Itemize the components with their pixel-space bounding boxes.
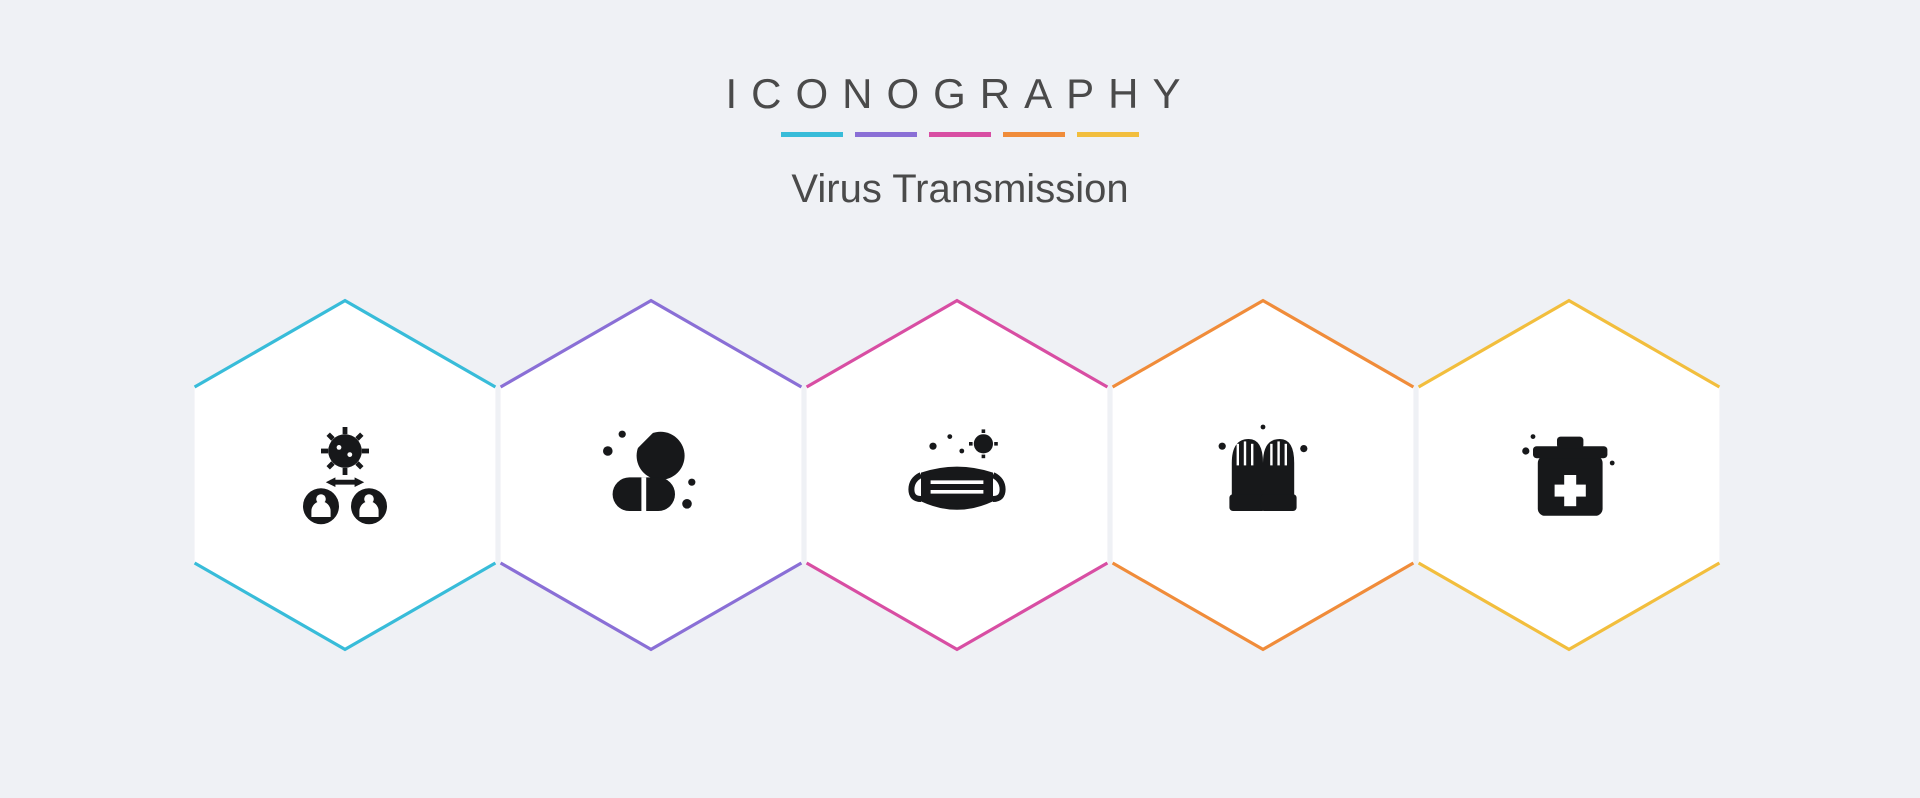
hex-tile-4 xyxy=(1103,290,1423,660)
pills-icon xyxy=(591,415,711,535)
hex-tile-5 xyxy=(1409,290,1729,660)
medical-bin-icon xyxy=(1509,415,1629,535)
accent-bar-1 xyxy=(781,132,843,137)
hex-tile-1 xyxy=(185,290,505,660)
accent-bar-2 xyxy=(855,132,917,137)
infographic-canvas: ICONOGRAPHY Virus Transmission xyxy=(0,0,1920,798)
face-mask-icon xyxy=(897,415,1017,535)
hex-tile-2 xyxy=(491,290,811,660)
accent-bar-4 xyxy=(1003,132,1065,137)
page-title: ICONOGRAPHY xyxy=(725,70,1194,118)
accent-bar-3 xyxy=(929,132,991,137)
virus-distance-icon xyxy=(285,415,405,535)
hexagon-row xyxy=(185,290,1735,630)
accent-bar-row xyxy=(781,132,1139,137)
hex-tile-3 xyxy=(797,290,1117,660)
gloves-icon xyxy=(1203,415,1323,535)
page-subtitle: Virus Transmission xyxy=(791,167,1128,212)
accent-bar-5 xyxy=(1077,132,1139,137)
